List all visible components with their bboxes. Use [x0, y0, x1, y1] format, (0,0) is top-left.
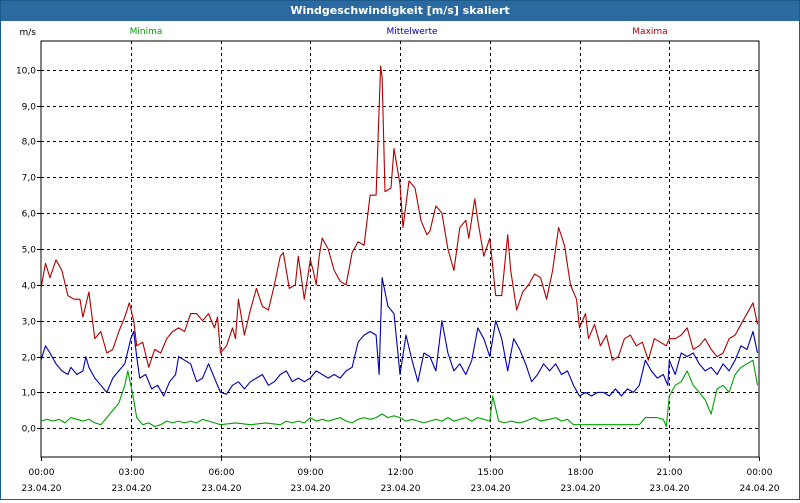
y-axis-label: m/s — [20, 28, 37, 38]
x-tick-label-date: 23.04.20 — [560, 484, 600, 494]
series-line-minima — [40, 359, 759, 428]
y-tick-label: 10,0 — [16, 67, 36, 77]
window-title: Windgeschwindigkeit [m/s] skaliert — [1, 1, 799, 21]
y-tick-label: 5,0 — [22, 246, 37, 256]
x-tick-label-date: 23.04.20 — [290, 484, 330, 494]
legend-label-minima: Minima — [130, 27, 163, 37]
x-tick-label-date: 24.04.20 — [739, 484, 779, 494]
y-tick-label: 1,0 — [22, 389, 37, 399]
x-tick-label-date: 23.04.20 — [380, 484, 420, 494]
wind-speed-chart: 0,0 1,0 2,0 3,0 4,0 5,0 6,0 7,0 8,0 9,0 10,0 m/s 00:… — [16, 27, 780, 494]
x-tick-label-date: 23.04.20 — [649, 484, 689, 494]
legend-label-maxima: Maxima — [632, 27, 667, 37]
x-tick-label-time: 00:00 — [29, 468, 55, 478]
x-tick-label-date: 23.04.20 — [470, 484, 510, 494]
y-tick-label: 0,0 — [22, 425, 37, 435]
x-tick-label-date: 23.04.20 — [111, 484, 151, 494]
x-tick-label-time: 09:00 — [298, 468, 324, 478]
x-tick-label-time: 21:00 — [657, 468, 683, 478]
y-tick-label: 4,0 — [22, 282, 37, 292]
series-line-maxima — [40, 65, 759, 368]
x-tick-label-time: 18:00 — [568, 468, 594, 478]
x-tick-label-time: 15:00 — [478, 468, 504, 478]
y-tick-label: 7,0 — [22, 174, 37, 184]
y-tick-label: 8,0 — [22, 138, 37, 148]
y-tick-label: 2,0 — [22, 354, 37, 364]
chart-area: 0,0 1,0 2,0 3,0 4,0 5,0 6,0 7,0 8,0 9,0 10,0 m/s 00:… — [1, 21, 799, 499]
series-line-mittelwerte — [40, 277, 759, 397]
x-tick-label-time: 12:00 — [388, 468, 414, 478]
x-tick-label-date: 23.04.20 — [21, 484, 61, 494]
y-tick-label: 9,0 — [22, 103, 37, 113]
y-tick-label: 3,0 — [22, 318, 37, 328]
x-tick-label-date: 23.04.20 — [201, 484, 241, 494]
legend-label-mittelwerte: Mittelwerte — [386, 27, 437, 37]
plot-frame — [40, 40, 760, 458]
x-tick-label-time: 00:00 — [747, 468, 773, 478]
x-tick-label-time: 06:00 — [209, 468, 235, 478]
x-tick-label-time: 03:00 — [119, 468, 145, 478]
y-tick-label: 6,0 — [22, 210, 37, 220]
